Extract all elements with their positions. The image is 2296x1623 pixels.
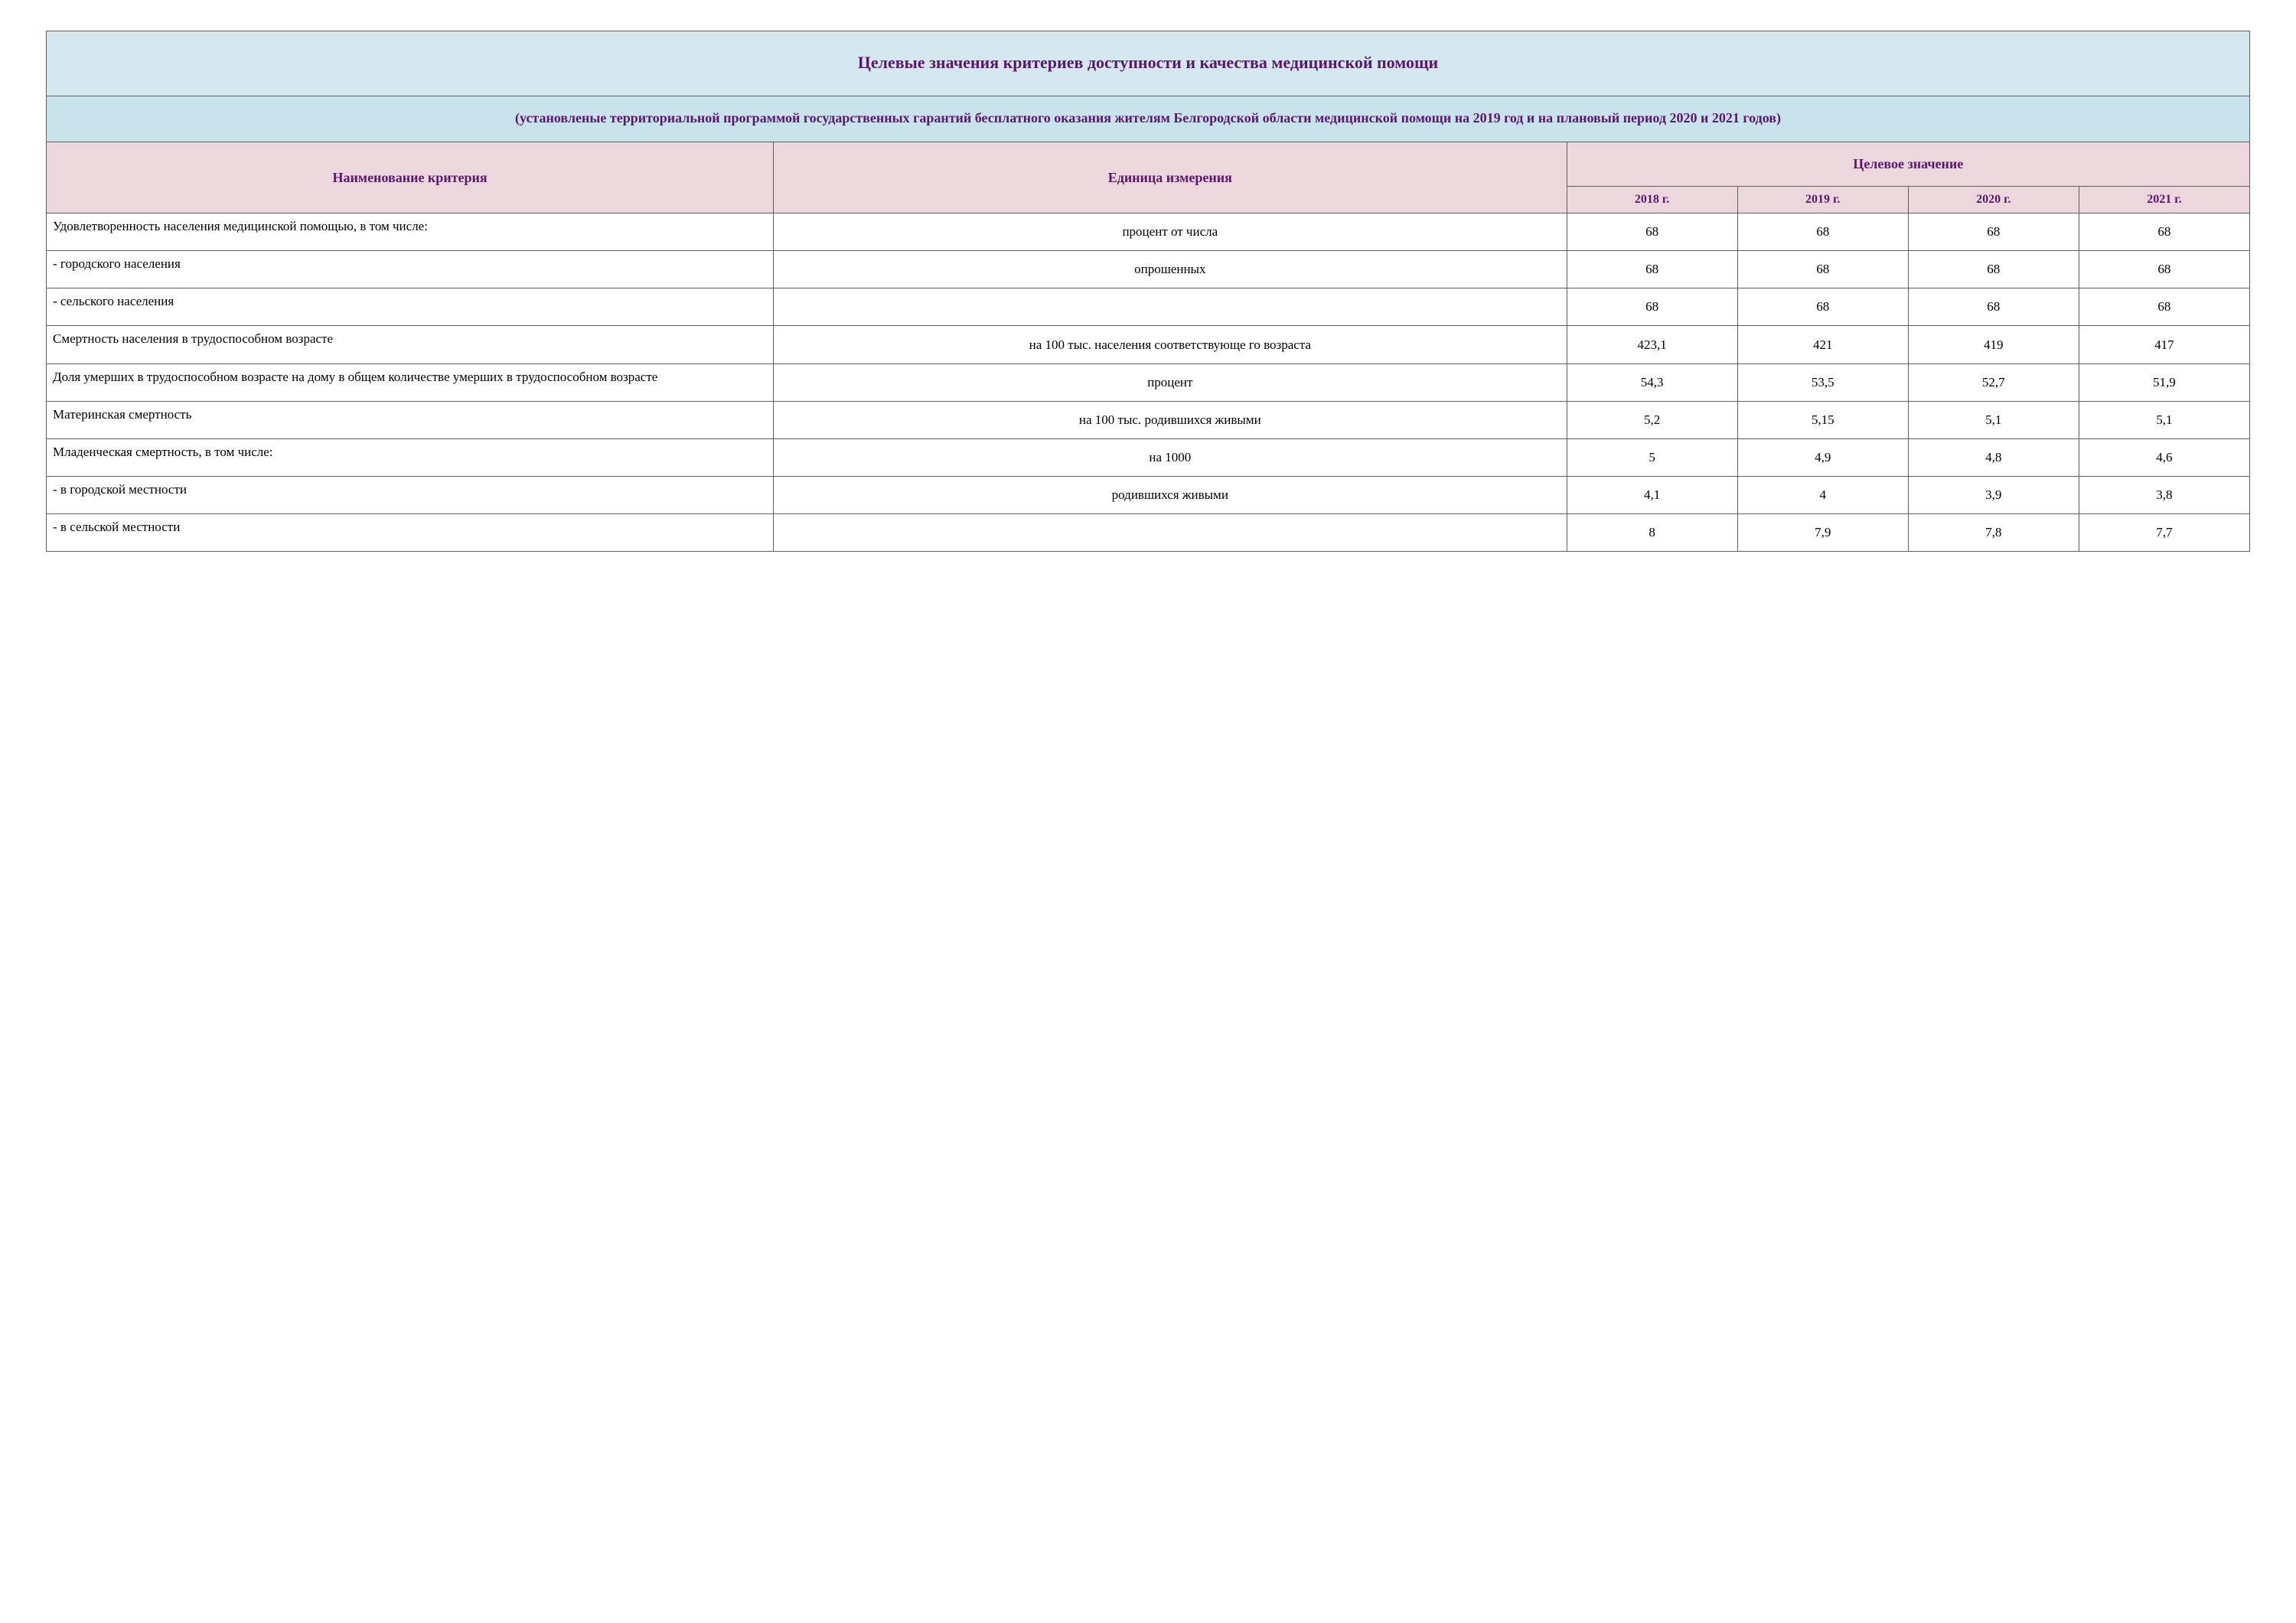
value-cell: 417 bbox=[2079, 326, 2249, 363]
value-cell: 7,7 bbox=[2079, 513, 2249, 551]
value-cell: 5 bbox=[1567, 438, 1737, 476]
value-cell: 5,1 bbox=[2079, 401, 2249, 438]
criterion-cell: - в городской местности bbox=[47, 476, 774, 513]
value-cell: 4,8 bbox=[1908, 438, 2079, 476]
value-cell: 68 bbox=[2079, 288, 2249, 326]
criterion-cell: - городского населения bbox=[47, 251, 774, 288]
value-cell: 52,7 bbox=[1908, 363, 2079, 401]
value-cell: 68 bbox=[1567, 288, 1737, 326]
title-row: Целевые значения критериев доступности и… bbox=[47, 31, 2250, 96]
value-cell: 68 bbox=[1908, 213, 2079, 251]
table-title: Целевые значения критериев доступности и… bbox=[47, 31, 2250, 96]
table-row: Доля умерших в трудоспособном возрасте н… bbox=[47, 363, 2250, 401]
header-year: 2018 г. bbox=[1567, 187, 1737, 213]
value-cell: 68 bbox=[2079, 251, 2249, 288]
table-row: - сельского населения68686868 bbox=[47, 288, 2250, 326]
value-cell: 4,9 bbox=[1737, 438, 1908, 476]
value-cell: 68 bbox=[1908, 251, 2079, 288]
value-cell: 4,6 bbox=[2079, 438, 2249, 476]
value-cell: 3,8 bbox=[2079, 476, 2249, 513]
table-row: - городского населенияопрошенных68686868 bbox=[47, 251, 2250, 288]
table-row: - в городской местностиродившихся живыми… bbox=[47, 476, 2250, 513]
value-cell: 419 bbox=[1908, 326, 2079, 363]
value-cell: 423,1 bbox=[1567, 326, 1737, 363]
value-cell: 5,15 bbox=[1737, 401, 1908, 438]
header-row-1: Наименование критерия Единица измерения … bbox=[47, 142, 2250, 187]
table-row: Младенческая смертность, в том числе:на … bbox=[47, 438, 2250, 476]
table-row: Материнская смертностьна 100 тыс. родивш… bbox=[47, 401, 2250, 438]
unit-cell bbox=[774, 513, 1567, 551]
value-cell: 51,9 bbox=[2079, 363, 2249, 401]
unit-cell: на 100 тыс. населения соответствующе го … bbox=[774, 326, 1567, 363]
value-cell: 68 bbox=[1567, 251, 1737, 288]
criterion-cell: Доля умерших в трудоспособном возрасте н… bbox=[47, 363, 774, 401]
table-subtitle: (установленые территориальной программой… bbox=[47, 96, 2250, 142]
value-cell: 3,9 bbox=[1908, 476, 2079, 513]
value-cell: 4 bbox=[1737, 476, 1908, 513]
header-year: 2019 г. bbox=[1737, 187, 1908, 213]
unit-cell: на 1000 bbox=[774, 438, 1567, 476]
unit-cell: на 100 тыс. родившихся живыми bbox=[774, 401, 1567, 438]
criterion-cell: Смертность населения в трудоспособном во… bbox=[47, 326, 774, 363]
value-cell: 5,1 bbox=[1908, 401, 2079, 438]
table-row: Удовлетворенность населения медицинской … bbox=[47, 213, 2250, 251]
value-cell: 7,8 bbox=[1908, 513, 2079, 551]
table-row: - в сельской местности 87,97,87,7 bbox=[47, 513, 2250, 551]
value-cell: 68 bbox=[1908, 288, 2079, 326]
subtitle-row: (установленые территориальной программой… bbox=[47, 96, 2250, 142]
value-cell: 421 bbox=[1737, 326, 1908, 363]
header-unit: Единица измерения bbox=[774, 142, 1567, 213]
value-cell: 5,2 bbox=[1567, 401, 1737, 438]
table-row: Смертность населения в трудоспособном во… bbox=[47, 326, 2250, 363]
header-year: 2020 г. bbox=[1908, 187, 2079, 213]
unit-cell: опрошенных bbox=[774, 251, 1567, 288]
header-target: Целевое значение bbox=[1567, 142, 2249, 187]
value-cell: 54,3 bbox=[1567, 363, 1737, 401]
criterion-cell: Младенческая смертность, в том числе: bbox=[47, 438, 774, 476]
value-cell: 4,1 bbox=[1567, 476, 1737, 513]
value-cell: 68 bbox=[1737, 288, 1908, 326]
criterion-cell: - в сельской местности bbox=[47, 513, 774, 551]
criterion-cell: - сельского населения bbox=[47, 288, 774, 326]
criterion-cell: Материнская смертность bbox=[47, 401, 774, 438]
header-criterion: Наименование критерия bbox=[47, 142, 774, 213]
unit-cell: процент от числа bbox=[774, 213, 1567, 251]
unit-cell: процент bbox=[774, 363, 1567, 401]
unit-cell: родившихся живыми bbox=[774, 476, 1567, 513]
value-cell: 68 bbox=[1737, 251, 1908, 288]
value-cell: 8 bbox=[1567, 513, 1737, 551]
criterion-cell: Удовлетворенность населения медицинской … bbox=[47, 213, 774, 251]
value-cell: 68 bbox=[2079, 213, 2249, 251]
value-cell: 53,5 bbox=[1737, 363, 1908, 401]
criteria-table: Целевые значения критериев доступности и… bbox=[46, 31, 2250, 552]
unit-cell bbox=[774, 288, 1567, 326]
value-cell: 7,9 bbox=[1737, 513, 1908, 551]
value-cell: 68 bbox=[1737, 213, 1908, 251]
header-year: 2021 г. bbox=[2079, 187, 2249, 213]
value-cell: 68 bbox=[1567, 213, 1737, 251]
